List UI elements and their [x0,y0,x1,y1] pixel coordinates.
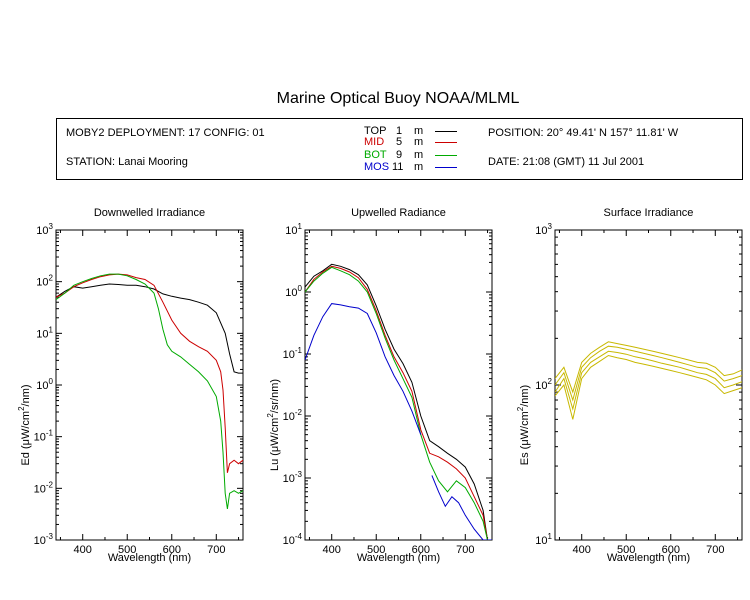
y-tick-label: 10-3 [34,532,54,547]
series-line-1 [305,263,492,540]
y-tick-label: 101 [36,325,53,340]
y-tick-label: 102 [535,377,552,392]
legend-name: MOS [364,161,390,173]
series-group [56,273,243,509]
legend-line-top [435,131,457,132]
date-text: DATE: 21:08 (GMT) 11 Jul 2001 [488,156,645,168]
series-group [305,263,492,540]
y-tick-label: 101 [535,532,552,547]
y-tick-label: 103 [535,222,552,237]
series-line-3 [555,350,742,411]
series-group [555,341,742,420]
x-tick-label: 600 [412,544,430,556]
x-tick-label: 500 [118,544,136,556]
x-tick-label: 400 [573,544,591,556]
x-tick-label: 600 [163,544,181,556]
position-text: POSITION: 20° 49.41' N 157° 11.81' W [488,127,679,139]
legend-depth: 5 [396,136,403,148]
y-tick-label: 101 [285,222,302,237]
legend-line-mid [435,142,457,143]
y-tick-label: 10-1 [283,346,303,361]
y-tick-label: 10-2 [283,408,303,423]
legend-line-bot [435,155,457,156]
series-line-1 [555,341,742,394]
x-tick-label: 700 [706,544,724,556]
info-box: MOBY2 DEPLOYMENT: 17 CONFIG: 01 STATION:… [56,118,743,180]
legend-unit: m [414,125,424,137]
series-line-2 [56,273,243,473]
plot-frame [304,229,493,541]
series-line-4 [305,303,422,435]
chart-panel-2: Upwelled Radiance 400 500 600 700 Wavelength … [266,207,493,564]
x-tick-label: 400 [323,544,341,556]
series-line-5 [431,475,492,540]
y-tick-label: 102 [36,274,53,289]
series-line-2 [305,265,492,540]
legend-name: MID [364,136,385,148]
legend-entry-bot: BOT 9 m [364,149,423,161]
y-axis-label: Ed (μW/cm2/nm) [17,384,32,465]
chart-title: Downwelled Irradiance [94,207,205,219]
legend-unit: m [414,149,424,161]
y-tick-label: 100 [285,284,302,299]
x-axis-label: Wavelength (nm) [607,552,690,564]
x-axis-label: Wavelength (nm) [357,552,440,564]
y-tick-label: 100 [36,377,53,392]
x-tick-label: 500 [367,544,385,556]
y-axis-label: Es (μW/cm2/nm) [516,385,531,465]
series-line-3 [56,273,243,509]
legend-entry-top: TOP 1 m [364,125,423,137]
plot-frame [554,229,743,541]
legend-line-mos [435,167,457,168]
legend-unit: m [414,161,424,173]
chart-panel-3: Surface Irradiance 400 500 600 700 Wavelength… [516,207,743,564]
chart-title: Upwelled Radiance [351,207,446,219]
x-tick-label: 700 [207,544,225,556]
x-tick-label: 400 [74,544,92,556]
series-line-1 [56,283,243,374]
y-tick-label: 10-4 [283,532,303,547]
legend-entry-mid: MID 5 m [364,136,423,148]
x-tick-label: 600 [662,544,680,556]
legend-entry-mos: MOS 11 m [364,161,423,173]
x-axis-label: Wavelength (nm) [108,552,191,564]
legend-name: TOP [364,125,387,137]
y-tick-label: 103 [36,222,53,237]
legend-depth: 11 [392,161,404,173]
y-tick-label: 10-3 [283,470,303,485]
y-tick-label: 10-1 [34,429,54,444]
series-line-2 [555,345,742,402]
y-tick-label: 10-2 [34,480,54,495]
x-tick-label: 500 [617,544,635,556]
legend-unit: m [414,136,424,148]
series-line-4 [555,354,742,420]
chart-title: Surface Irradiance [604,207,694,219]
y-axis-label: Lu (μW/cm2/sr/nm) [266,379,281,471]
plot-frame [55,229,244,541]
station-text: STATION: Lanai Mooring [66,156,188,168]
series-line-3 [305,266,492,540]
legend-depth: 1 [396,125,403,137]
x-tick-label: 700 [456,544,474,556]
deployment-text: MOBY2 DEPLOYMENT: 17 CONFIG: 01 [66,127,265,139]
legend-depth: 9 [396,149,403,161]
chart-panel-1: Downwelled Irradiance 400 500 600 700 Wavelen… [17,207,244,564]
legend-name: BOT [364,149,387,161]
page-title: Marine Optical Buoy NOAA/MLML [276,90,520,107]
